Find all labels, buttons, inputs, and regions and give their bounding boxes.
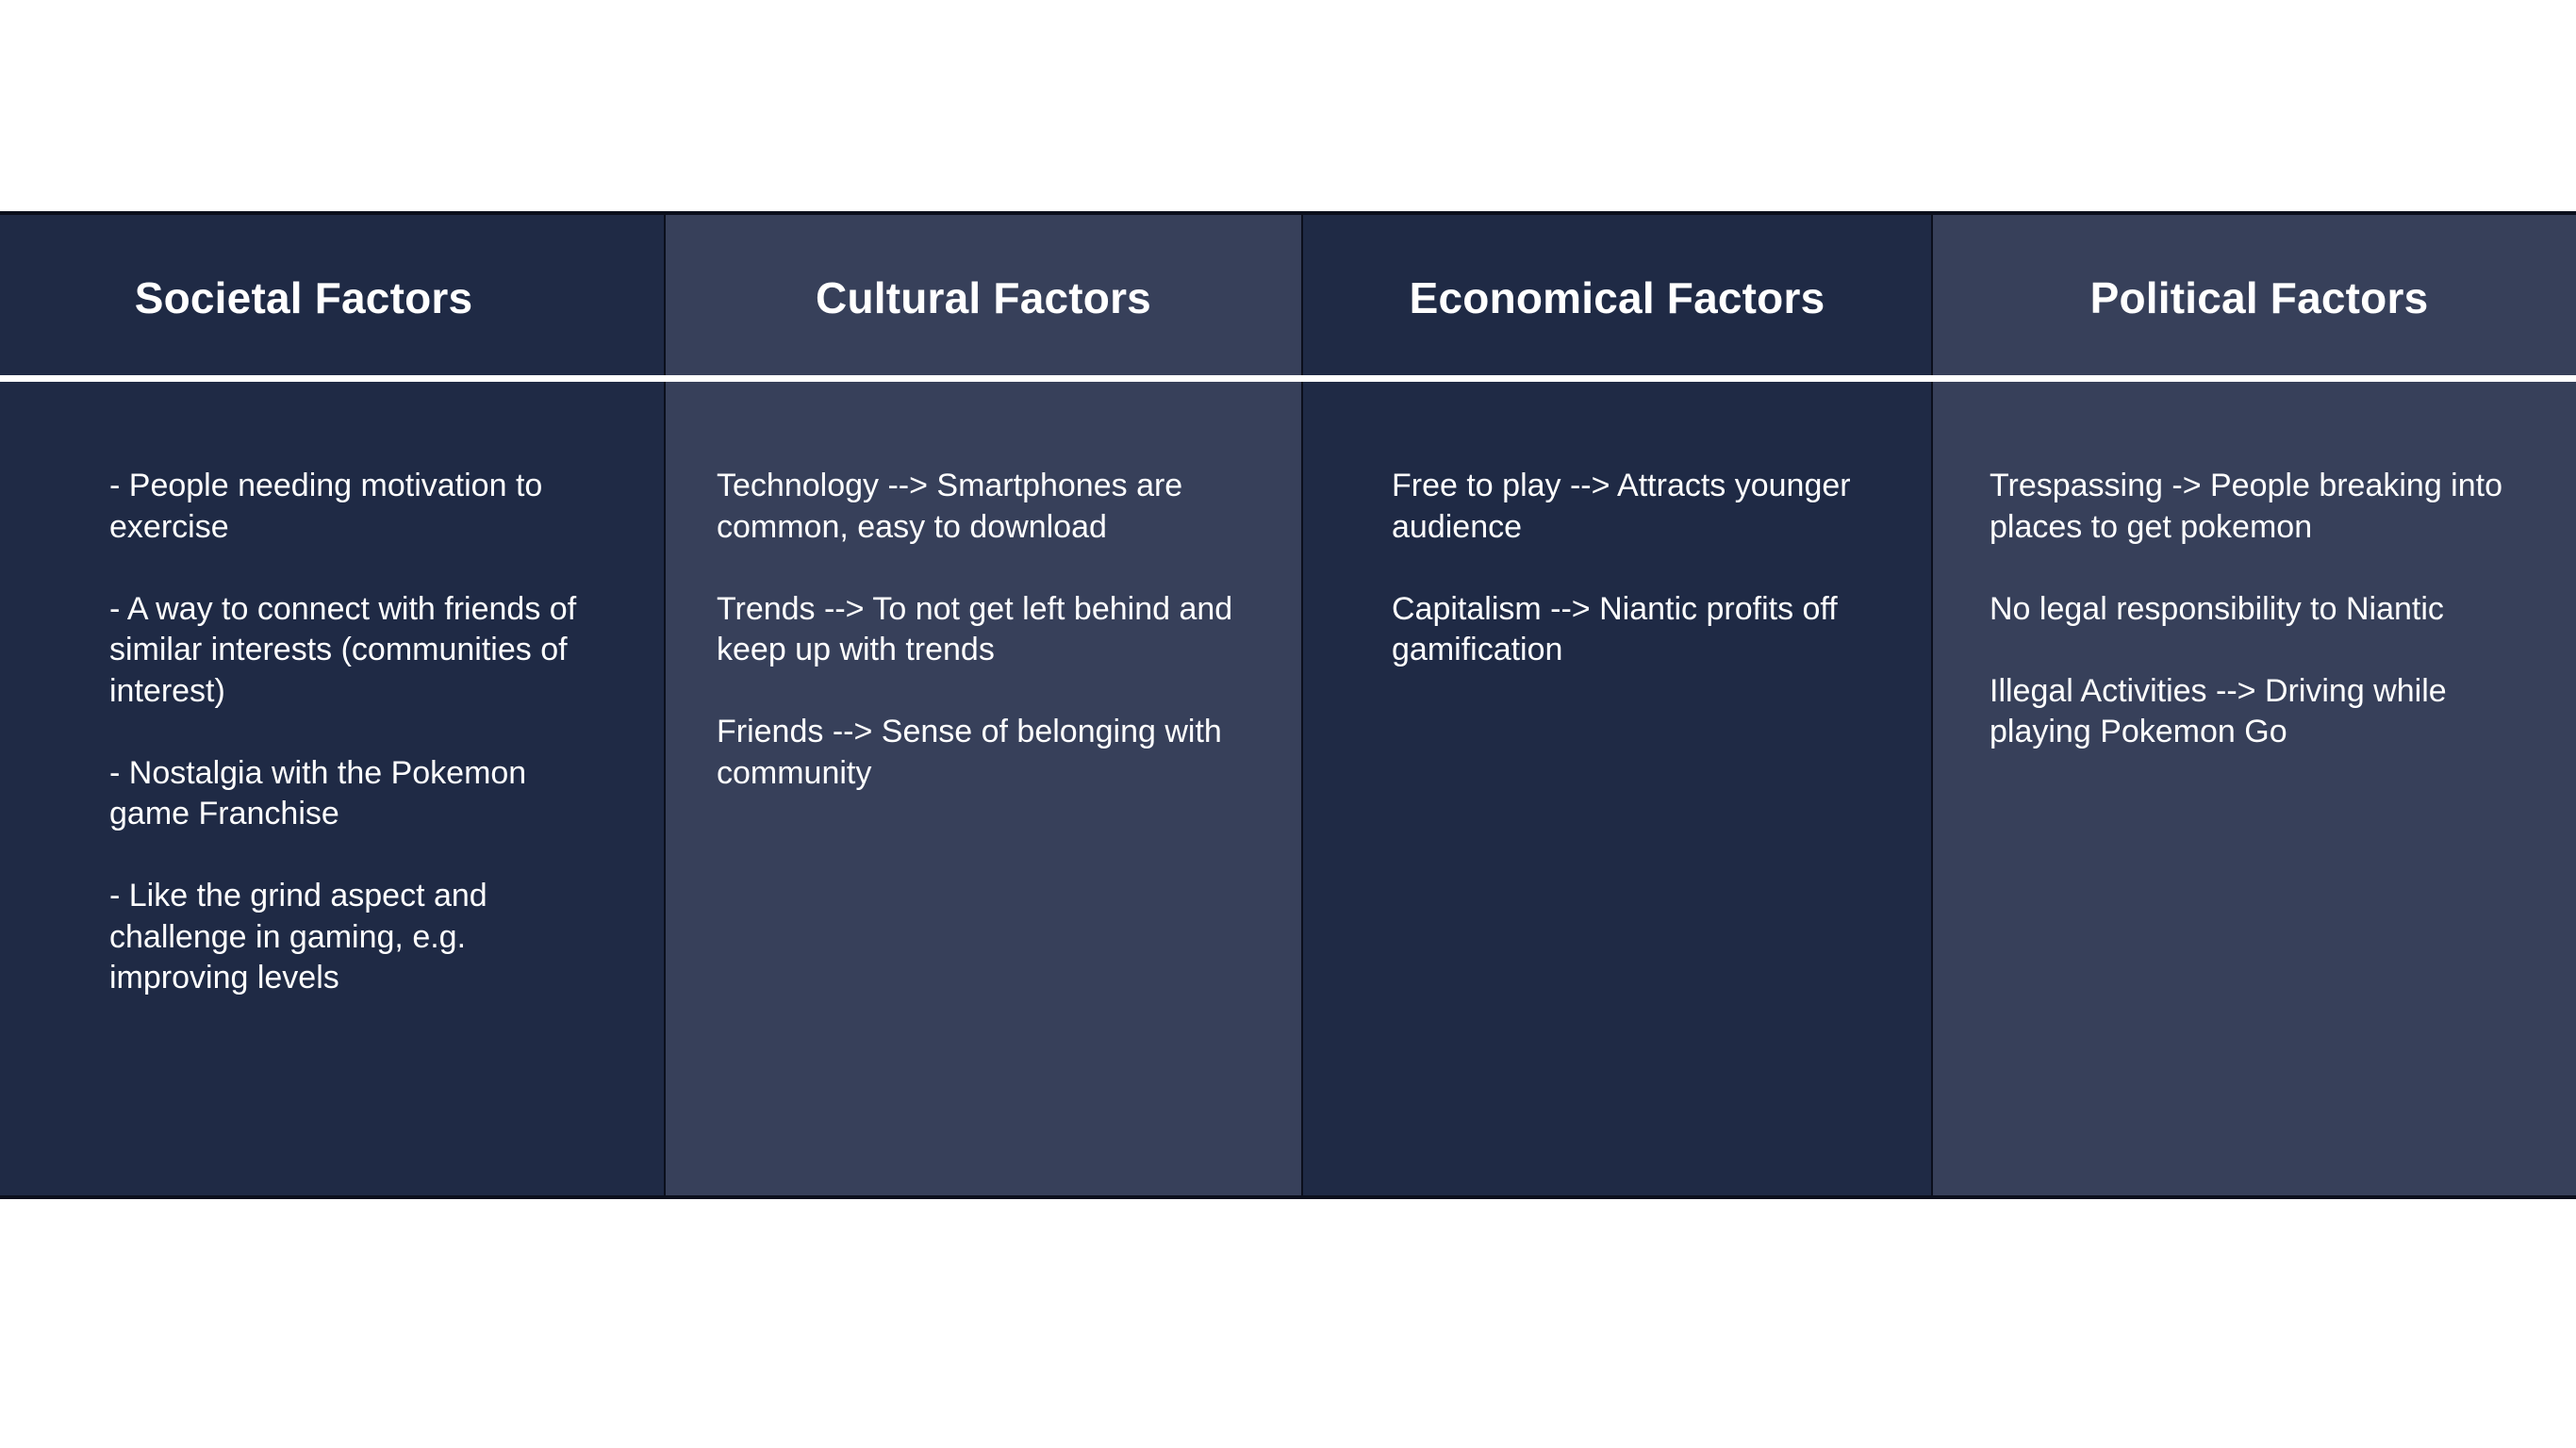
- header-divider: [0, 375, 2576, 382]
- list-item: No legal responsibility to Niantic: [1990, 590, 2444, 627]
- list-item: Free to play --> Attracts younger audien…: [1392, 468, 1851, 545]
- column-economical: Economical Factors Free to play --> Attr…: [1301, 215, 1931, 1195]
- column-political: Political Factors Trespassing -> People …: [1931, 215, 2576, 1195]
- column-heading-political: Political Factors: [2089, 273, 2429, 322]
- column-heading-cultural: Cultural Factors: [816, 273, 1151, 322]
- column-heading-economical: Economical Factors: [1409, 273, 1825, 322]
- column-heading-societal: Societal Factors: [134, 273, 473, 322]
- list-item: Trespassing -> People breaking into plac…: [1990, 468, 2502, 545]
- list-item: Technology --> Smartphones are common, e…: [717, 468, 1183, 545]
- column-body-political: Trespassing -> People breaking into plac…: [1990, 466, 2518, 794]
- column-header: Political Factors: [1933, 215, 2576, 373]
- column-cultural: Cultural Factors Technology --> Smartpho…: [664, 215, 1301, 1195]
- list-item: - People needing motivation to exercise: [109, 468, 543, 545]
- list-item: - A way to connect with friends of simil…: [109, 590, 577, 709]
- list-item: Illegal Activities --> Driving while pla…: [1990, 672, 2447, 750]
- list-item: - Nostalgia with the Pokemon game Franch…: [109, 754, 527, 832]
- list-item: Capitalism --> Niantic profits off gamif…: [1392, 590, 1838, 668]
- column-body-economical: Free to play --> Attracts younger audien…: [1392, 466, 1901, 712]
- list-item: - Like the grind aspect and challenge in…: [109, 878, 487, 996]
- list-item: Trends --> To not get left behind and ke…: [717, 590, 1233, 668]
- list-item: Friends --> Sense of belonging with comm…: [717, 714, 1222, 791]
- column-header: Economical Factors: [1303, 215, 1931, 373]
- column-body-societal: - People needing motivation to exercise …: [109, 466, 600, 1040]
- column-societal: Societal Factors - People needing motiva…: [0, 215, 664, 1195]
- column-header: Cultural Factors: [666, 215, 1301, 373]
- column-header: Societal Factors: [0, 215, 664, 373]
- factors-table: Societal Factors - People needing motiva…: [0, 211, 2576, 1199]
- column-body-cultural: Technology --> Smartphones are common, e…: [717, 466, 1245, 835]
